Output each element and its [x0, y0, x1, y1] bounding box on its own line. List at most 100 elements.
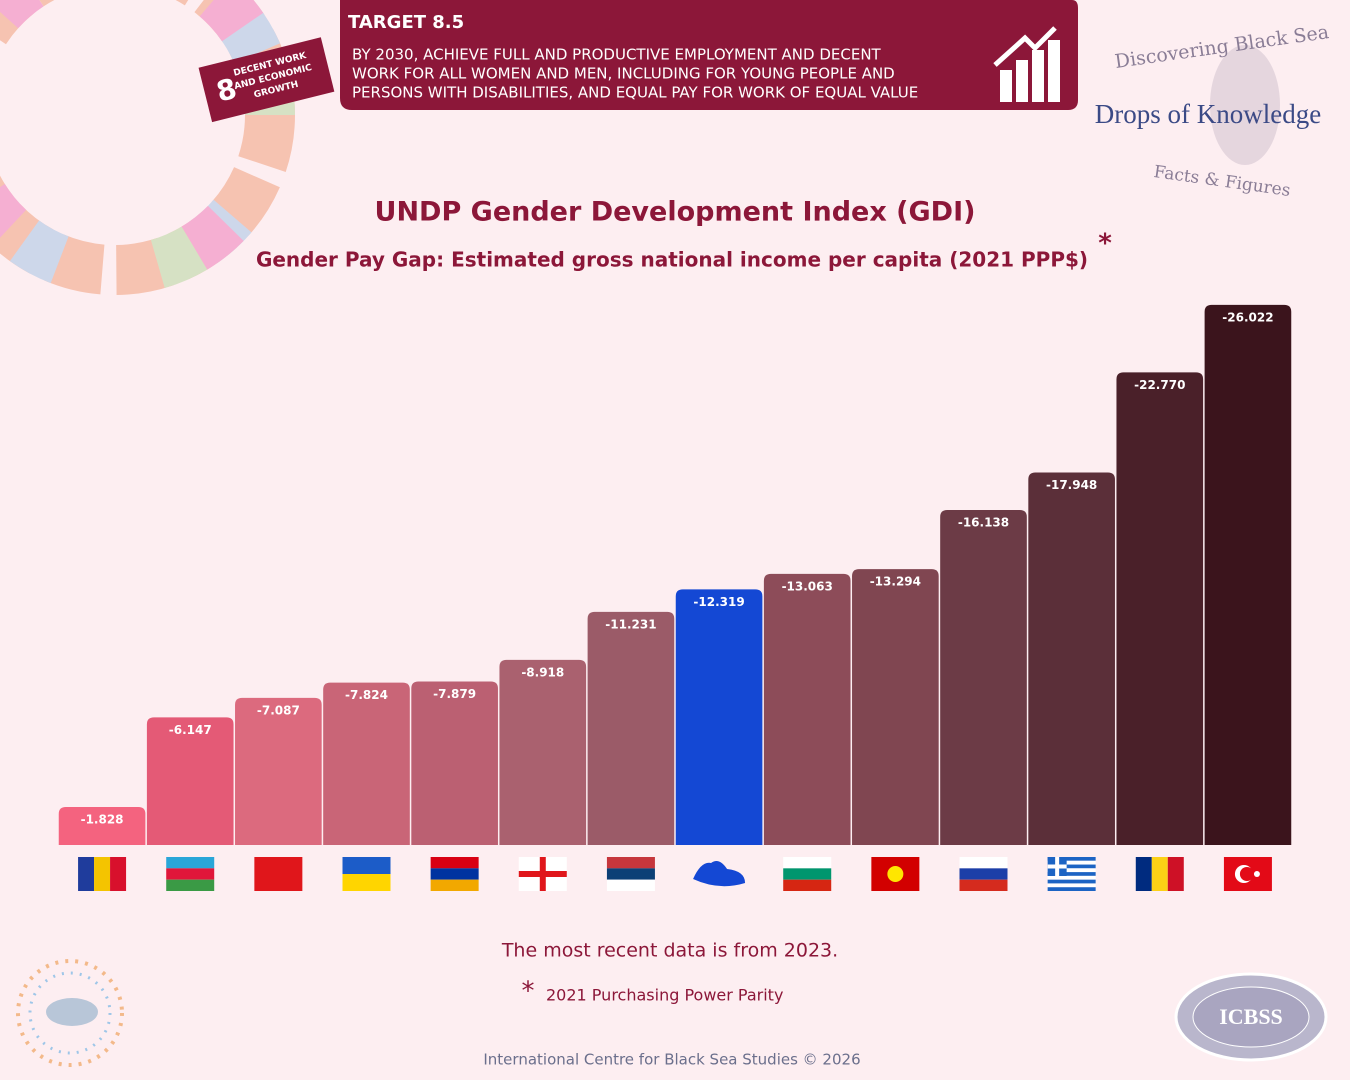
value-label: -11.231: [605, 617, 656, 631]
flag: [871, 857, 920, 891]
flag: [518, 857, 567, 891]
flag-stripe: [959, 857, 1008, 869]
wheel-ring: [0, 0, 295, 295]
flag-stripe: [1047, 857, 1096, 861]
value-label: -22.770: [1134, 378, 1185, 392]
flag-stripe: [783, 868, 832, 880]
value-label: -7.879: [433, 687, 476, 701]
flag-stripe: [1047, 875, 1096, 880]
flag-stripe: [1047, 868, 1096, 873]
flag-sun: [887, 866, 904, 882]
bar: [675, 589, 763, 845]
bar: [763, 573, 851, 845]
logo-main: Drops of Knowledge: [1095, 99, 1321, 129]
bar: [235, 697, 322, 845]
bar: [940, 510, 1027, 845]
flag-stripe: [959, 879, 1008, 891]
bar: [1028, 472, 1115, 845]
flag-stripe: [959, 868, 1008, 880]
footnote-mark: *: [522, 977, 535, 1007]
flag: [254, 857, 303, 891]
flag-stripe: [783, 879, 832, 891]
flag-cross: [518, 871, 567, 877]
flag-stripe: [1047, 860, 1096, 865]
flag-stripe: [1135, 857, 1152, 891]
target-text: BY 2030, ACHIEVE FULL AND PRODUCTIVE EMP…: [352, 46, 882, 64]
flag-moon: [1239, 867, 1254, 881]
flag: [783, 857, 832, 891]
flag-stripe: [1167, 857, 1184, 891]
value-label: -7.824: [345, 688, 388, 702]
flag-star: [1253, 871, 1260, 877]
value-label: -6.147: [169, 723, 212, 737]
goal-box: [198, 37, 335, 123]
chart-subtitle: Gender Pay Gap: Estimated gross national…: [256, 248, 1088, 272]
flag: [1047, 857, 1096, 891]
flag: [430, 857, 479, 891]
flag: [693, 861, 746, 887]
bar: [58, 807, 146, 845]
flag-stripe: [166, 857, 215, 869]
sea-shape: [693, 861, 746, 887]
target-title: TARGET 8.5: [348, 12, 464, 33]
goal-badge: 8 DECENT WORK AND ECONOMIC GROWTH: [198, 37, 335, 123]
value-label: -1.828: [81, 813, 124, 827]
flag-stripe: [166, 879, 215, 891]
flag-cross: [1047, 864, 1067, 869]
growth-icon: [993, 26, 1060, 102]
flag-stripe: [606, 879, 655, 891]
flag-stripe: [1151, 857, 1168, 891]
value-label: -16.138: [958, 516, 1009, 530]
flag-stripe: [1047, 883, 1096, 888]
credit: International Centre for Black Sea Studi…: [483, 1051, 860, 1069]
flag-stripe: [1047, 872, 1096, 876]
value-label: -13.294: [870, 575, 921, 589]
value-label: -8.918: [521, 665, 564, 679]
bar: [146, 717, 234, 845]
target-text: WORK FOR ALL WOMEN AND MEN, INCLUDING FO…: [352, 65, 895, 83]
flag-stripe: [430, 879, 479, 891]
subtitle-mark: *: [1098, 229, 1112, 259]
plot: -1.828 -6.147 -7.087 -7.824 -7.879 -8.918 -11.…: [58, 304, 1292, 891]
flag: [959, 857, 1008, 891]
target-text: PERSONS WITH DISABILITIES, AND EQUAL PAY…: [352, 84, 918, 102]
flag-stripe: [1047, 864, 1096, 869]
target-banner: [340, 0, 1078, 110]
bar: [1116, 372, 1204, 845]
flag-stripe: [110, 857, 127, 891]
bar: [323, 682, 410, 845]
flag-stripe: [342, 874, 391, 891]
icbss-badge: ICBSS: [1174, 972, 1328, 1062]
flag: [342, 857, 391, 891]
dot-logo: [16, 959, 124, 1067]
flag: [166, 857, 215, 891]
value-label: -17.948: [1046, 478, 1097, 492]
flag-stripe: [783, 857, 832, 869]
flag-stripe: [606, 868, 655, 880]
flag-stripe: [430, 857, 479, 869]
bar: [1204, 304, 1292, 845]
flag: [606, 857, 655, 891]
flag-stripe: [430, 868, 479, 880]
flag: [1135, 857, 1184, 891]
chart-title: UNDP Gender Development Index (GDI): [375, 197, 976, 228]
footnote: 2021 Purchasing Power Parity: [546, 986, 783, 1005]
flag-stripe: [166, 868, 215, 880]
flag: [1223, 857, 1272, 891]
note: The most recent data is from 2023.: [501, 940, 838, 962]
flag-field: [254, 857, 303, 891]
value-label: -13.063: [782, 579, 833, 593]
flag: [78, 857, 127, 891]
flag-stripe: [606, 857, 655, 869]
bar: [411, 681, 498, 845]
flag-stripe: [78, 857, 95, 891]
flag-stripe: [94, 857, 111, 891]
value-label: -7.087: [257, 703, 300, 717]
flag-stripe: [1047, 879, 1096, 884]
flag-stripe: [342, 857, 391, 874]
sdg-wheel: [0, 0, 295, 295]
bar: [499, 659, 587, 845]
bar: [587, 611, 675, 845]
bar: [852, 569, 939, 845]
